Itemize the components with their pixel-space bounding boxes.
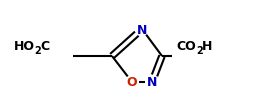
Text: N: N	[147, 76, 157, 89]
Text: N: N	[137, 23, 147, 36]
Text: HO: HO	[14, 40, 35, 53]
Text: O: O	[127, 76, 137, 89]
Text: 2: 2	[196, 46, 203, 56]
Text: 2: 2	[34, 46, 41, 56]
Text: H: H	[202, 40, 212, 53]
Text: CO: CO	[176, 40, 196, 53]
Text: C: C	[40, 40, 49, 53]
